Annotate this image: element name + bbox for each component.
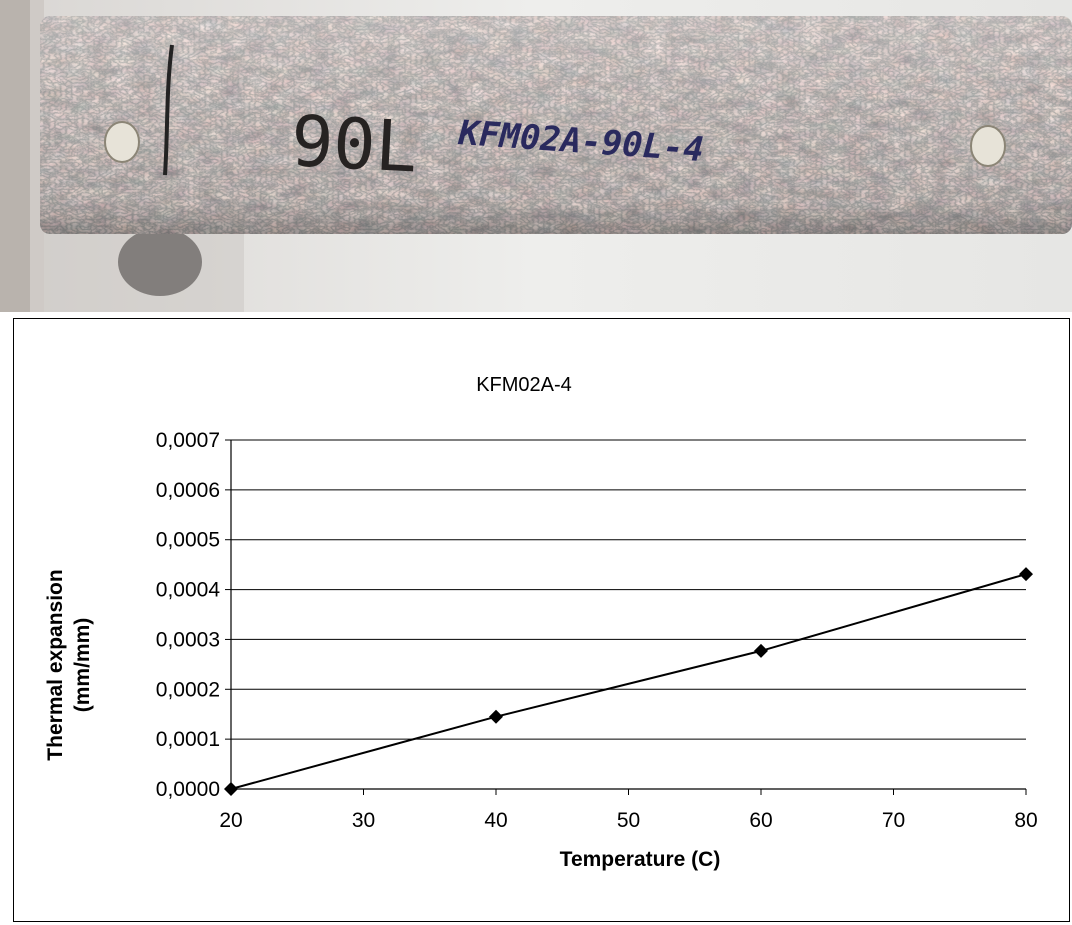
x-tick-label: 70: [882, 809, 905, 832]
x-tick-label: 80: [1014, 809, 1037, 832]
x-tick-label: 50: [617, 809, 640, 832]
x-tick-labels: 20 30 40 50 60 70 80: [219, 809, 1037, 832]
y-tick-label: 0,0000: [156, 778, 220, 801]
y-axis-label-line1: Thermal expansion: [44, 569, 67, 760]
y-tick-label: 0,0007: [156, 429, 220, 452]
x-axis-label: Temperature (C): [560, 848, 721, 871]
x-tick-label: 20: [219, 809, 242, 832]
core-marking-large: 90L: [289, 100, 420, 189]
y-tick-label: 0,0005: [156, 529, 220, 552]
y-axis-label: Thermal expansion (mm/mm): [44, 569, 94, 760]
x-tick-label: 30: [352, 809, 375, 832]
data-point: [224, 782, 238, 796]
x-tick-label: 40: [484, 809, 507, 832]
y-tick-label: 0,0002: [156, 678, 220, 701]
data-point: [489, 709, 503, 724]
series-line: [230, 573, 1027, 790]
chart-title: KFM02A-4: [476, 374, 572, 396]
y-tick-label: 0,0003: [156, 628, 220, 651]
y-tick-label: 0,0006: [156, 479, 220, 502]
data-point: [1019, 567, 1033, 582]
rock-core-photo: 90L KFM02A-90L-4: [0, 0, 1072, 312]
gridlines: [231, 439, 1026, 740]
x-tick-label: 60: [749, 809, 772, 832]
chart-panel: KFM02A-4 0,0000 0,0001 0,0002 0,0003 0,0004 0…: [13, 318, 1070, 922]
axes: [225, 439, 1027, 795]
thermal-expansion-chart: KFM02A-4 0,00000,00010,00020,00030,00040…: [44, 374, 1038, 871]
y-tick-label: 0,0001: [156, 728, 220, 751]
rock-core-image: 90L KFM02A-90L-4: [0, 0, 1072, 312]
data-series: [224, 567, 1033, 796]
data-point: [754, 643, 768, 658]
y-axis-label-line2: (mm/mm): [71, 618, 94, 713]
y-tick-label: 0,0004: [156, 579, 221, 602]
y-tick-labels: 0,0000 0,0001 0,0002 0,0003 0,0004 0,0005 0,00…: [156, 429, 221, 801]
